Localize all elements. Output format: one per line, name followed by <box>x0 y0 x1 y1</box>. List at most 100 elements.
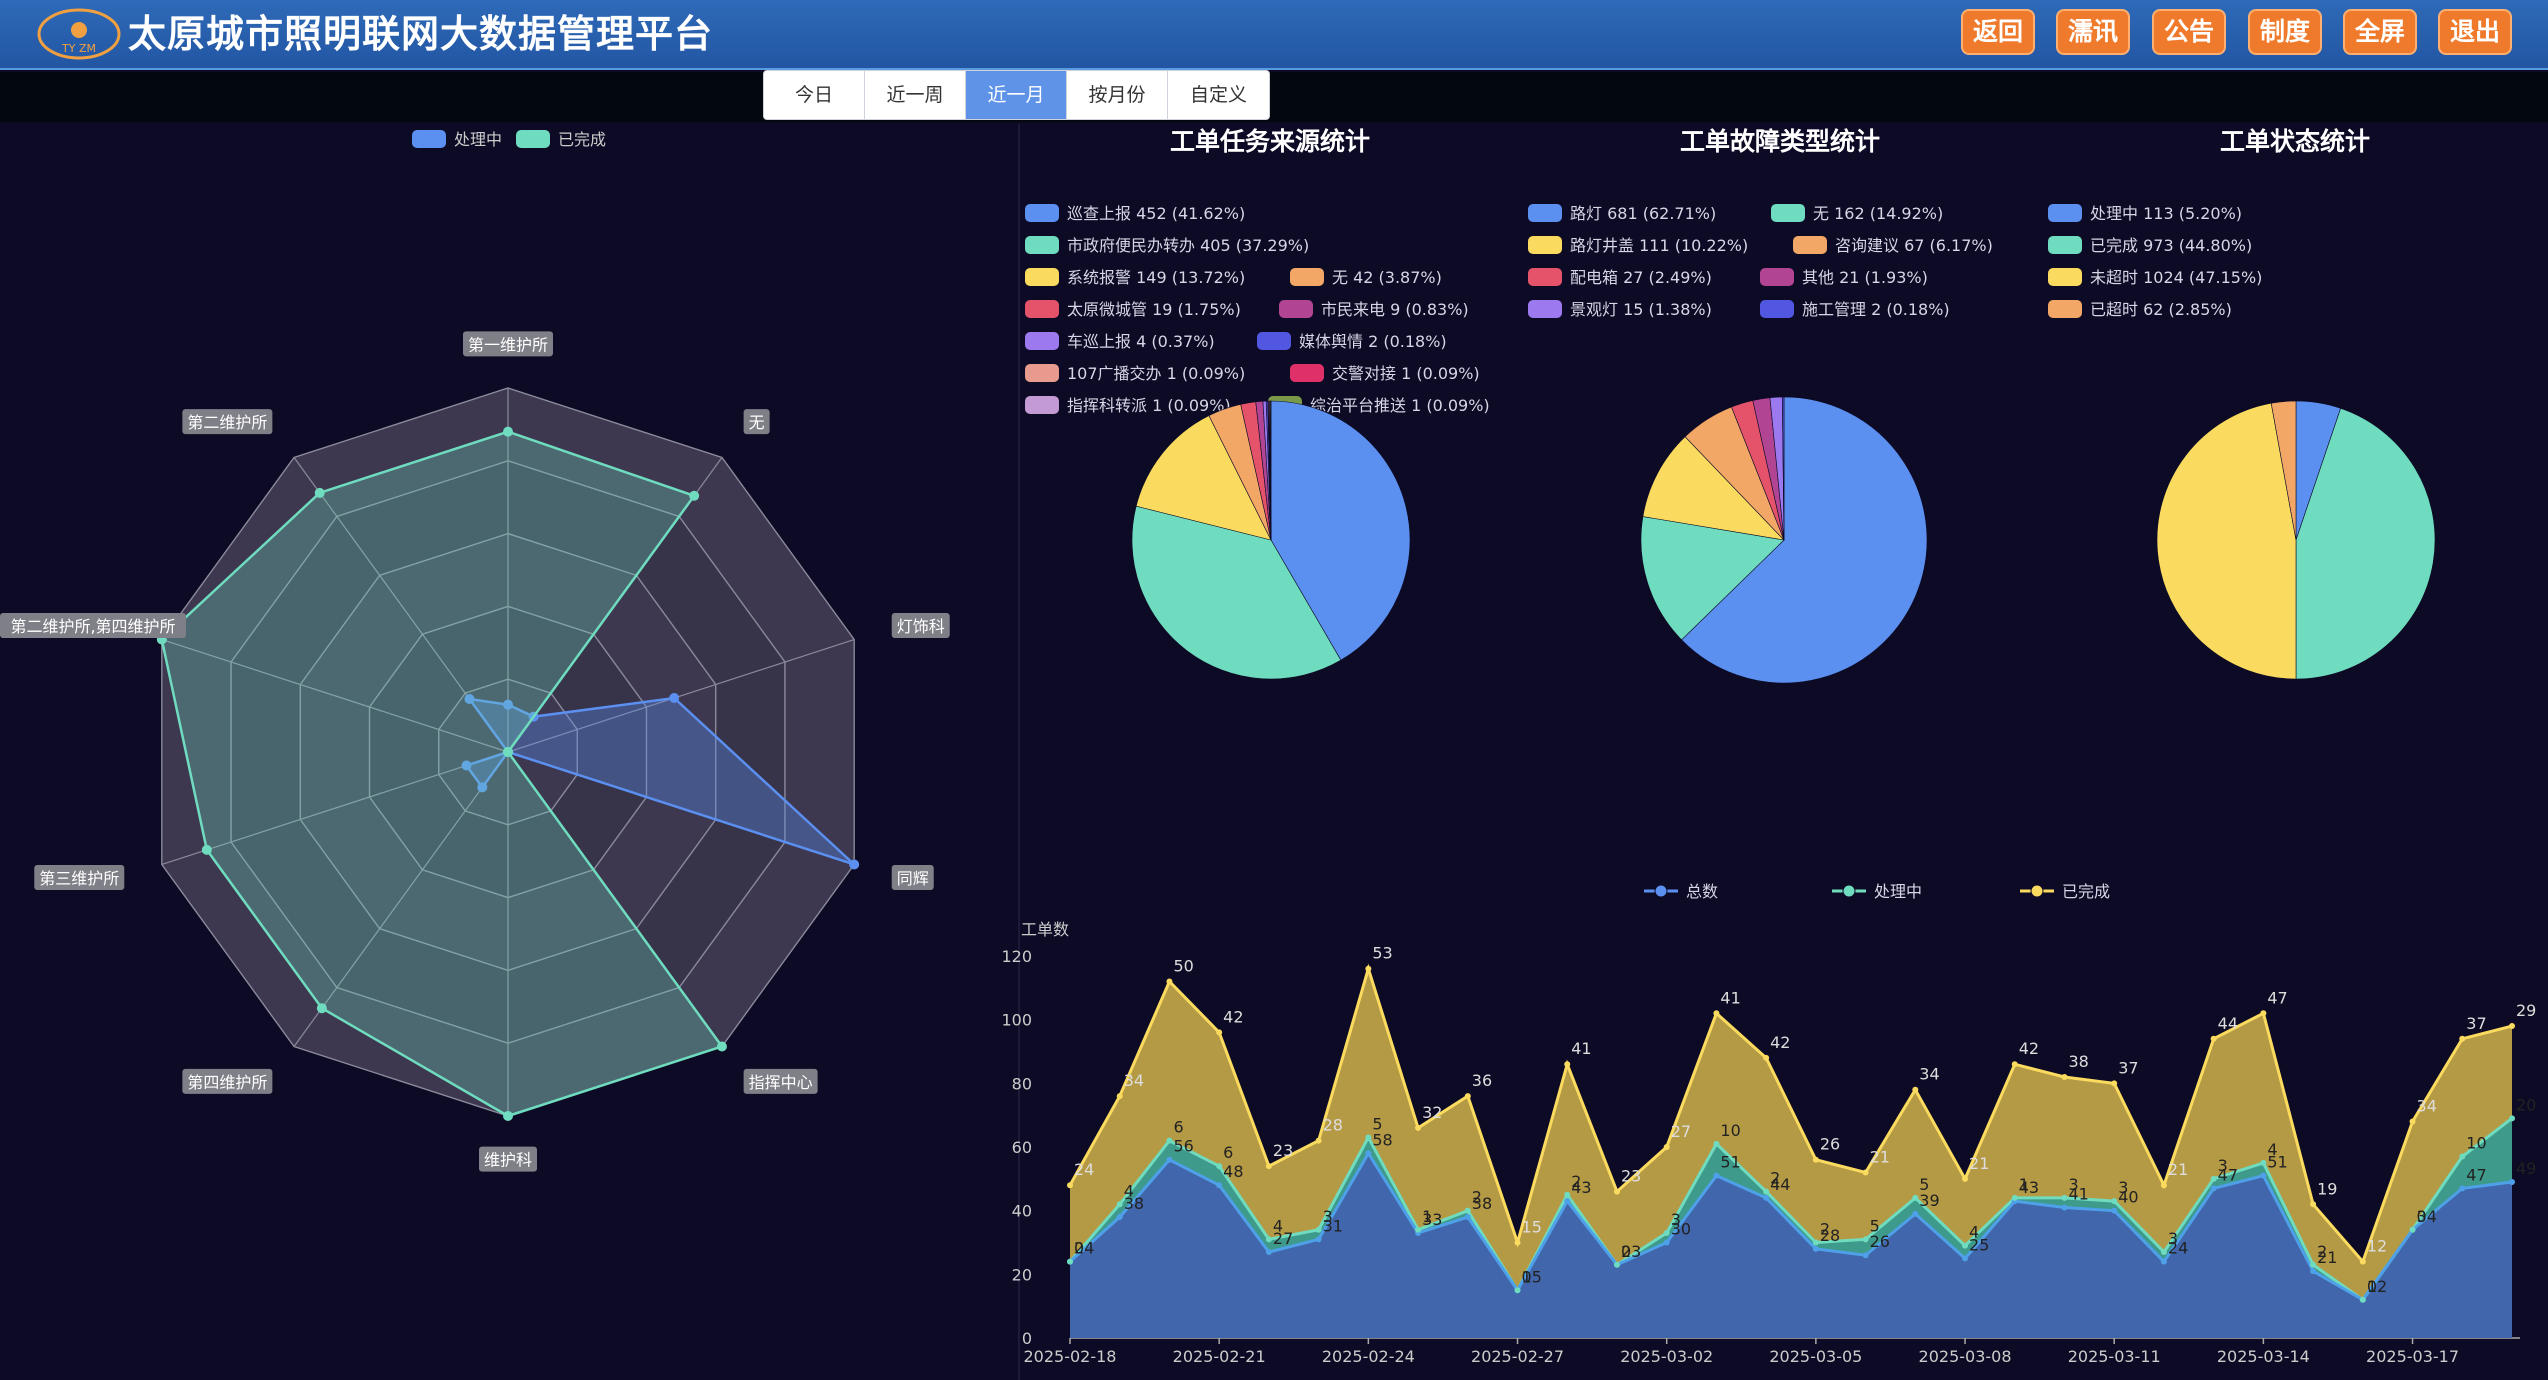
legend-swatch <box>1528 268 1562 286</box>
data-label-processing: 3 <box>2168 1229 2178 1248</box>
rules-button[interactable]: 制度 <box>2248 9 2322 55</box>
news-button[interactable]: 濡讯 <box>2056 9 2130 55</box>
point-total <box>2210 1185 2217 1192</box>
point-processing <box>2160 1249 2167 1256</box>
pie-legend-item: 路灯井盖 111 (10.22%) <box>1528 236 1748 255</box>
point-processing <box>1912 1194 1919 1201</box>
legend-label: 未超时 1024 (47.15%) <box>2090 268 2262 287</box>
tab-month[interactable]: 近一月 <box>966 71 1067 119</box>
legend-swatch <box>1025 364 1059 382</box>
pie-legend-item: 无 42 (3.87%) <box>1290 268 1442 287</box>
data-label-total: 25 <box>1969 1235 1989 1254</box>
point-processing <box>1962 1242 1969 1249</box>
radar-point <box>716 1041 727 1052</box>
data-label-completed: 34 <box>2417 1097 2437 1116</box>
data-label-completed: 34 <box>1919 1065 1939 1084</box>
filter-bar <box>0 72 2548 122</box>
data-label-total: 41 <box>2068 1184 2088 1203</box>
pie-slice <box>1681 396 1928 684</box>
x-tick-label: 2025-03-08 <box>1919 1347 2012 1366</box>
data-label-processing: 4 <box>2267 1140 2277 1159</box>
point-total <box>1265 1249 1272 1256</box>
point-completed <box>2310 1201 2317 1208</box>
point-processing <box>1315 1226 1322 1233</box>
data-label-completed: 19 <box>2317 1179 2337 1198</box>
legend-swatch <box>1528 204 1562 222</box>
radar-indicator-label: 第三维护所 <box>39 869 119 888</box>
point-completed <box>1564 1061 1571 1068</box>
pie-title: 工单任务来源统计 <box>1170 127 1370 156</box>
exit-button[interactable]: 退出 <box>2438 9 2512 55</box>
tab-by-month[interactable]: 按月份 <box>1067 71 1168 119</box>
point-total <box>2061 1204 2068 1211</box>
data-label-processing: 0 <box>2367 1277 2377 1296</box>
tab-custom[interactable]: 自定义 <box>1168 71 1269 119</box>
legend-label: 已超时 62 (2.85%) <box>2090 300 2232 319</box>
data-label-processing: 2 <box>1770 1169 1780 1188</box>
legend-label: 总数 <box>1686 882 1718 901</box>
legend-label: 无 42 (3.87%) <box>1332 268 1442 287</box>
legend-label: 已完成 973 (44.80%) <box>2090 236 2252 255</box>
data-label-total: 28 <box>1820 1226 1840 1245</box>
legend-label: 无 162 (14.92%) <box>1813 204 1943 223</box>
radar-indicator-label: 第二维护所,第四维护所 <box>10 617 175 636</box>
legend-label: 施工管理 2 (0.18%) <box>1802 300 1950 319</box>
logo-text: TY ZM <box>61 42 96 55</box>
radar-axis <box>293 751 509 1047</box>
point-completed <box>1166 978 1173 985</box>
back-button[interactable]: 返回 <box>1961 9 2035 55</box>
point-completed <box>1514 1239 1521 1246</box>
radar-indicator-label: 第二维护所 <box>187 413 267 432</box>
data-label-processing: 2 <box>1820 1220 1830 1239</box>
point-processing <box>2409 1226 2416 1233</box>
point-total <box>1216 1182 1223 1189</box>
legend-swatch <box>2048 300 2082 318</box>
data-label-processing: 3 <box>2218 1156 2228 1175</box>
y-tick-label: 60 <box>1012 1138 1032 1157</box>
legend-swatch <box>1025 300 1059 318</box>
fullscreen-button[interactable]: 全屏 <box>2343 9 2417 55</box>
point-processing <box>2260 1159 2267 1166</box>
data-label-processing: 2 <box>1571 1172 1581 1191</box>
pie-legend-item: 媒体舆情 2 (0.18%) <box>1257 332 1447 351</box>
radar-label-box <box>182 1068 273 1094</box>
point-processing <box>1415 1226 1422 1233</box>
data-label-total: 33 <box>1422 1210 1442 1229</box>
legend-label: 市政府便民办转办 405 (37.29%) <box>1067 236 1309 255</box>
tab-today[interactable]: 今日 <box>764 71 865 119</box>
point-processing <box>1514 1287 1521 1294</box>
data-label-total: 43 <box>2019 1178 2039 1197</box>
radar-point <box>689 490 700 501</box>
point-total <box>1812 1245 1819 1252</box>
radar-indicator-label: 维护科 <box>484 1151 532 1170</box>
radar-label-box <box>182 409 273 435</box>
point-total <box>1862 1252 1869 1259</box>
point-processing <box>1564 1191 1571 1198</box>
data-label-completed: 42 <box>1770 1033 1790 1052</box>
point-processing <box>1663 1229 1670 1236</box>
legend-label: 路灯井盖 111 (10.22%) <box>1570 236 1748 255</box>
point-completed <box>1663 1144 1670 1150</box>
point-completed <box>1365 965 1372 972</box>
data-label-completed: 21 <box>2168 1160 2188 1179</box>
point-total <box>1166 1156 1173 1163</box>
legend-swatch <box>1025 268 1059 286</box>
legend-swatch <box>1279 300 1313 318</box>
radar-point <box>669 693 680 704</box>
tab-week[interactable]: 近一周 <box>865 71 966 119</box>
pie-title: 工单故障类型统计 <box>1680 127 1880 156</box>
app-title: 太原城市照明联网大数据管理平台 <box>128 12 714 56</box>
legend-label: 路灯 681 (62.71%) <box>1570 204 1716 223</box>
legend-label: 综治平台推送 1 (0.09%) <box>1310 396 1490 415</box>
point-processing <box>1464 1207 1471 1214</box>
notice-button[interactable]: 公告 <box>2152 9 2226 55</box>
pie-legend-item: 系统报警 149 (13.72%) <box>1025 268 1245 287</box>
pie-legend-item: 交警对接 1 (0.09%) <box>1290 364 1480 383</box>
pie-title: 工单状态统计 <box>2220 127 2370 156</box>
data-label-total: 12 <box>2367 1277 2387 1296</box>
legend-swatch <box>1290 364 1324 382</box>
data-label-processing: 4 <box>1969 1223 1979 1242</box>
